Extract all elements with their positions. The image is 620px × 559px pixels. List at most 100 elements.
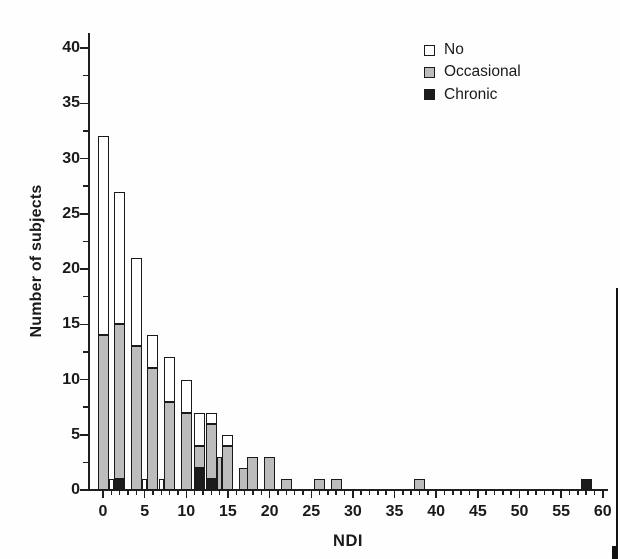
x-minor-tick xyxy=(418,491,421,495)
bar-segment-occasional-ndi-15 xyxy=(222,445,234,490)
x-major-tick xyxy=(560,491,562,498)
x-minor-tick xyxy=(460,491,462,495)
x-minor-tick xyxy=(168,491,171,495)
y-tick-label: 35 xyxy=(62,94,80,112)
legend: No Occasional Chronic xyxy=(424,42,521,111)
x-major-tick xyxy=(185,491,188,498)
x-minor-tick xyxy=(485,491,487,495)
bar-segment-no-ndi-0 xyxy=(97,136,109,336)
x-minor-tick xyxy=(343,491,346,495)
x-minor-tick xyxy=(493,491,496,495)
bar-segment-occasional-ndi-18 xyxy=(247,456,259,490)
x-major-tick xyxy=(393,491,396,498)
x-minor-tick xyxy=(202,491,204,495)
y-minor-tick xyxy=(83,461,88,464)
x-minor-tick xyxy=(285,491,287,495)
y-tick-label: 40 xyxy=(62,39,80,56)
y-major-tick xyxy=(80,323,88,325)
bar-segment-no-ndi-5 xyxy=(142,478,147,490)
bar-segment-no-ndi-4 xyxy=(130,257,142,347)
bar-segment-occasional-ndi-22 xyxy=(280,478,292,490)
y-major-tick xyxy=(80,268,88,270)
scan-artifact-line xyxy=(616,288,618,559)
legend-label: Chronic xyxy=(444,85,498,103)
y-minor-tick xyxy=(83,130,88,132)
x-tick-label: 10 xyxy=(177,503,196,520)
x-minor-tick xyxy=(377,491,379,495)
bar-segment-occasional-ndi-6 xyxy=(147,368,159,490)
bar-segment-no-ndi-13 xyxy=(205,412,217,424)
x-minor-tick xyxy=(443,491,446,495)
bar-segment-occasional-ndi-10 xyxy=(180,412,192,490)
bar-segment-occasional-ndi-20 xyxy=(264,456,276,490)
x-minor-tick xyxy=(552,491,554,495)
x-minor-tick xyxy=(593,491,596,495)
x-minor-tick xyxy=(160,491,163,495)
x-minor-tick xyxy=(385,491,387,495)
x-minor-tick xyxy=(452,491,454,495)
x-tick-label: 15 xyxy=(219,503,237,520)
x-tick-label: 40 xyxy=(427,503,446,520)
x-major-tick xyxy=(102,491,104,498)
y-major-tick xyxy=(80,102,88,104)
x-minor-tick xyxy=(235,491,238,495)
bar-segment-occasional-ndi-12 xyxy=(194,445,206,468)
bar-segment-occasional-ndi-4 xyxy=(130,346,142,490)
scan-artifact-blob xyxy=(612,546,618,559)
legend-item-occasional: Occasional xyxy=(424,63,521,81)
x-tick-label: 0 xyxy=(98,503,108,520)
bar-segment-chronic-ndi-13 xyxy=(205,478,217,490)
y-minor-tick xyxy=(83,74,88,77)
bar-segment-no-ndi-12 xyxy=(194,412,206,446)
x-major-tick xyxy=(143,491,146,498)
x-minor-tick xyxy=(318,491,321,495)
x-minor-tick xyxy=(210,491,213,495)
y-axis-line xyxy=(88,33,90,491)
y-major-tick xyxy=(80,489,88,491)
bar-segment-chronic-ndi-2 xyxy=(114,478,126,490)
x-major-tick xyxy=(310,491,312,498)
x-minor-tick xyxy=(335,491,337,495)
y-major-tick xyxy=(80,378,88,381)
y-major-tick xyxy=(80,213,88,215)
x-minor-tick xyxy=(502,491,504,495)
bar-segment-occasional-ndi-28 xyxy=(330,478,342,490)
x-major-tick xyxy=(518,491,521,498)
x-axis-title: NDI xyxy=(333,532,363,550)
bar-segment-no-ndi-1 xyxy=(109,478,114,490)
x-minor-tick xyxy=(368,491,371,495)
x-minor-tick xyxy=(118,491,121,495)
bar-segment-occasional-ndi-14 xyxy=(217,456,222,490)
bar-segment-occasional-ndi-26 xyxy=(314,478,326,490)
bar-segment-no-ndi-10 xyxy=(180,379,192,413)
legend-item-chronic: Chronic xyxy=(424,85,521,103)
y-major-tick xyxy=(80,157,88,160)
x-minor-tick xyxy=(585,491,587,495)
x-minor-tick xyxy=(577,491,579,495)
legend-item-no: No xyxy=(424,42,521,57)
bar-segment-occasional-ndi-8 xyxy=(164,401,176,490)
occasional-swatch-icon xyxy=(424,66,435,78)
x-minor-tick xyxy=(252,491,254,495)
y-tick-label: 10 xyxy=(62,370,80,388)
bar-segment-chronic-ndi-58 xyxy=(580,478,592,490)
x-major-tick xyxy=(602,491,604,498)
x-axis-line xyxy=(88,489,608,491)
x-minor-tick xyxy=(568,491,571,495)
bar-segment-occasional-ndi-0 xyxy=(97,335,109,490)
x-minor-tick xyxy=(543,491,546,495)
x-minor-tick xyxy=(260,491,263,495)
y-minor-tick xyxy=(83,351,88,353)
x-minor-tick xyxy=(127,491,129,495)
chronic-swatch-icon xyxy=(424,89,435,101)
x-minor-tick xyxy=(218,491,221,495)
x-minor-tick xyxy=(427,491,429,495)
x-minor-tick xyxy=(410,491,412,495)
y-tick-label: 30 xyxy=(62,149,80,167)
x-tick-label: 20 xyxy=(260,503,279,520)
x-minor-tick xyxy=(360,491,362,495)
y-tick-label: 5 xyxy=(71,425,80,443)
x-tick-label: 55 xyxy=(552,503,571,520)
x-minor-tick xyxy=(277,491,279,495)
legend-label: Occasional xyxy=(444,63,521,81)
